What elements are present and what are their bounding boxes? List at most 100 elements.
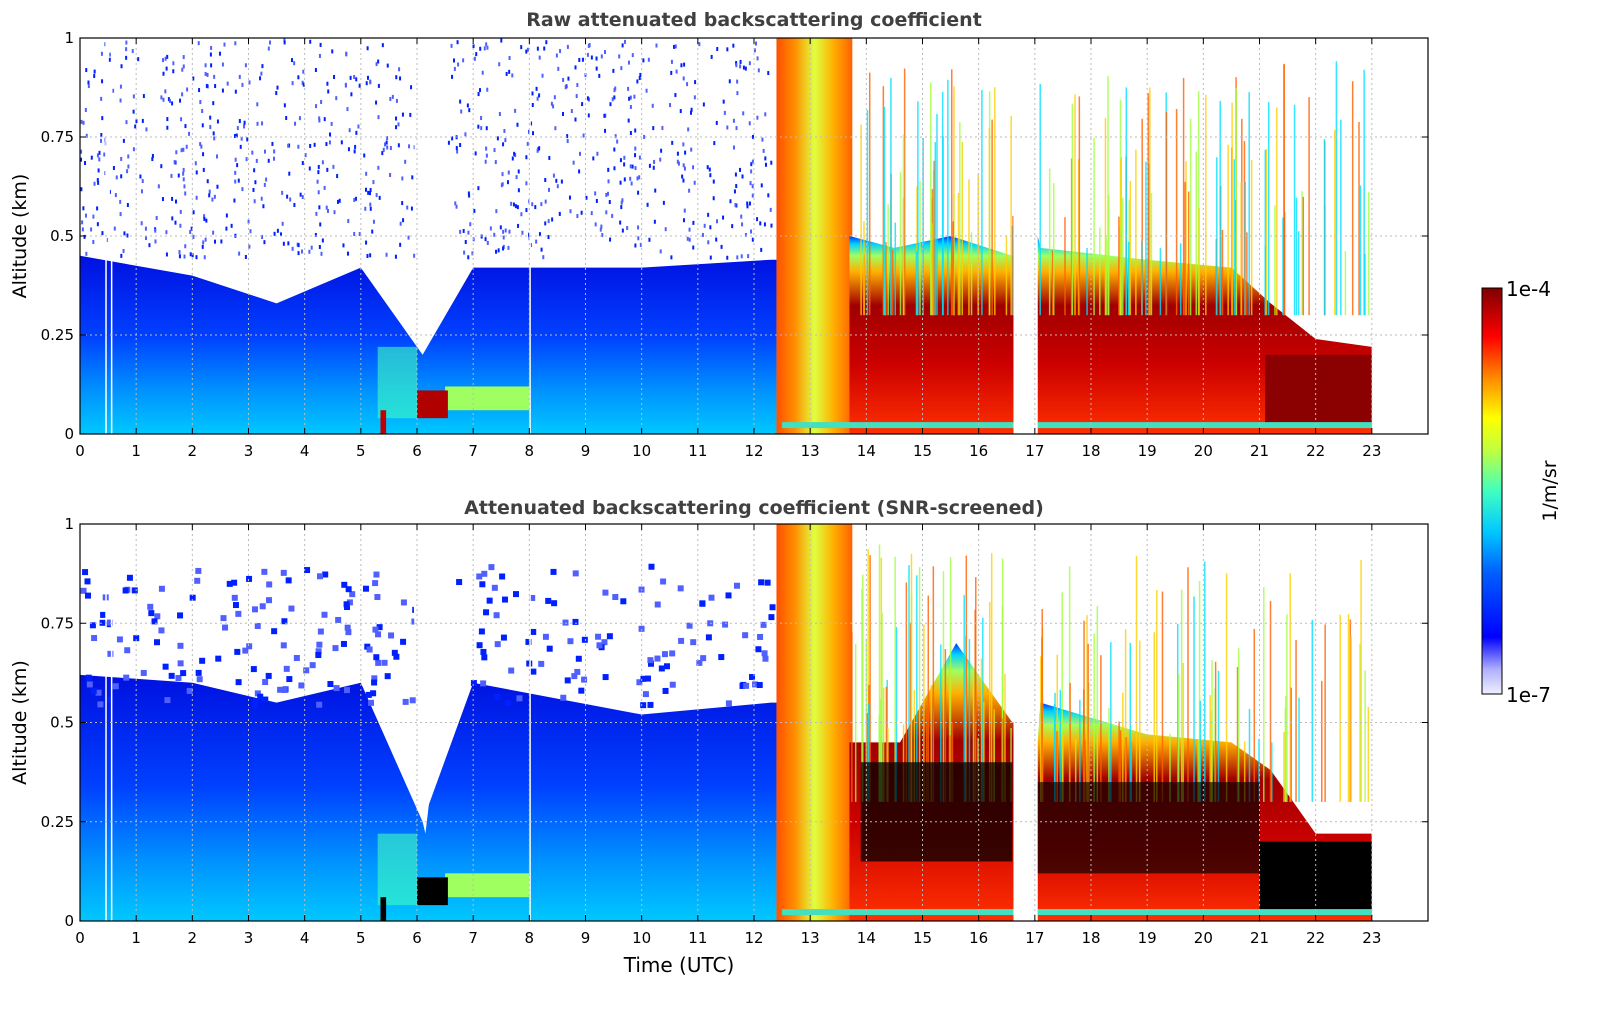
noise-pixel [505, 71, 508, 76]
streak [923, 624, 925, 802]
noise-pixel [289, 197, 292, 202]
noise-pixel [502, 235, 505, 240]
noise-pixel [82, 206, 85, 211]
noise-pixel [652, 165, 655, 170]
x-tick-label: 17 [1025, 442, 1044, 460]
noise-pixel [329, 132, 332, 137]
noise-pixel [619, 180, 622, 185]
noise-pixel [587, 113, 590, 118]
x-tick-label: 8 [525, 442, 535, 460]
noise-pixel [486, 45, 489, 50]
streak [1282, 217, 1284, 316]
noise-pixel [346, 599, 353, 606]
noise-pixel [682, 163, 685, 168]
streak [882, 687, 885, 802]
x-tick-label: 7 [468, 442, 478, 460]
noise-pixel [640, 675, 647, 682]
x-tick-label: 23 [1362, 442, 1381, 460]
x-tick-label: 0 [75, 442, 85, 460]
noise-pixel [395, 116, 398, 121]
noise-pixel [206, 179, 209, 184]
noise-pixel [126, 169, 129, 174]
noise-pixel [500, 38, 503, 43]
noise-pixel [155, 215, 158, 220]
noise-pixel [525, 208, 528, 213]
noise-pixel [273, 231, 276, 236]
streak [892, 249, 894, 316]
noise-pixel [763, 222, 766, 227]
noise-pixel [236, 126, 239, 131]
noise-pixel [119, 98, 122, 103]
noise-pixel [203, 214, 206, 219]
streak [1264, 149, 1267, 316]
noise-pixel [639, 72, 642, 77]
noise-pixel [742, 65, 745, 70]
noise-pixel [208, 193, 211, 198]
noise-pixel [594, 222, 597, 227]
streak [1367, 706, 1370, 802]
streak [1118, 226, 1121, 316]
noise-pixel [166, 125, 169, 130]
noise-pixel [455, 204, 458, 209]
noise-pixel [648, 163, 651, 168]
streak [1130, 742, 1133, 802]
noise-pixel [120, 253, 123, 258]
x-tick-label: 21 [1250, 442, 1269, 460]
x-tick-label: 10 [632, 442, 651, 460]
x-axis-label: Time (UTC) [623, 953, 735, 977]
streak [1198, 580, 1201, 802]
noise-pixel [718, 654, 725, 661]
streak [1180, 589, 1183, 802]
streak [990, 553, 993, 802]
noise-pixel [261, 64, 264, 69]
noise-pixel [371, 675, 378, 682]
noise-pixel [298, 682, 305, 689]
noise-pixel [260, 196, 263, 201]
noise-pixel [182, 147, 185, 152]
noise-pixel [260, 71, 263, 76]
surface-feature [445, 873, 530, 898]
noise-pixel [604, 128, 607, 133]
streak [934, 142, 937, 316]
noise-pixel [516, 122, 519, 127]
noise-pixel [767, 71, 770, 76]
noise-pixel [313, 142, 316, 147]
noise-pixel [178, 250, 181, 255]
noise-pixel [132, 109, 135, 114]
noise-pixel [108, 57, 111, 62]
noise-pixel [252, 698, 259, 705]
noise-pixel [316, 179, 319, 184]
noise-pixel [267, 46, 270, 51]
noise-pixel [751, 237, 754, 242]
noise-pixel [355, 77, 358, 82]
noise-pixel [575, 94, 578, 99]
noise-pixel [749, 181, 752, 186]
noise-pixel [297, 144, 300, 149]
noise-pixel [304, 153, 307, 158]
noise-pixel [469, 222, 472, 227]
noise-pixel [758, 579, 765, 586]
streak [941, 91, 944, 316]
noise-pixel [502, 246, 505, 251]
noise-pixel [570, 109, 573, 114]
noise-pixel [190, 226, 193, 231]
noise-pixel [468, 193, 471, 198]
noise-pixel [566, 139, 569, 144]
streak [1197, 739, 1199, 802]
noise-pixel [769, 604, 776, 611]
noise-pixel [213, 239, 216, 244]
streak [1364, 670, 1366, 802]
noise-pixel [273, 149, 276, 154]
noise-pixel [171, 216, 174, 221]
streak [1056, 654, 1059, 802]
noise-pixel [182, 167, 185, 172]
noise-pixel [480, 126, 483, 131]
noise-pixel [629, 95, 632, 100]
streak [1093, 633, 1095, 802]
noise-pixel [722, 621, 729, 628]
streak [1071, 103, 1074, 316]
noise-pixel [195, 669, 202, 676]
noise-pixel [331, 49, 334, 54]
streak [994, 87, 996, 316]
noise-pixel [148, 243, 151, 248]
